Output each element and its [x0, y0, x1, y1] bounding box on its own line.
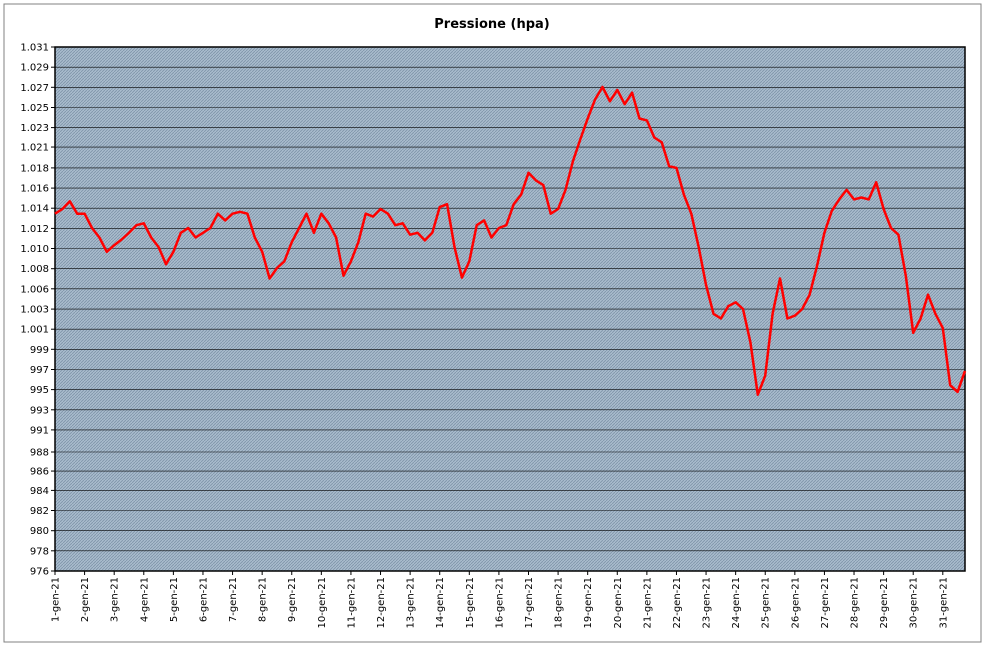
x-tick-label: 20-gen-21 [613, 577, 624, 629]
y-tick-label: 1.021 [20, 143, 49, 154]
y-tick-label: 1.023 [20, 123, 49, 134]
y-tick-label: 988 [30, 448, 49, 459]
x-tick-label: 21-gen-21 [642, 577, 653, 629]
x-tick-label: 12-gen-21 [376, 577, 387, 629]
x-tick-label: 4-gen-21 [139, 577, 150, 622]
y-tick-label: 984 [30, 486, 49, 497]
y-tick-label: 980 [30, 526, 49, 537]
x-tick-label: 31-gen-21 [938, 577, 949, 629]
y-tick-label: 1.025 [20, 103, 49, 114]
y-tick-label: 1.003 [20, 305, 49, 316]
x-tick-label: 23-gen-21 [702, 577, 713, 629]
plot-frame [54, 46, 966, 572]
x-tick-label: 10-gen-21 [317, 577, 328, 629]
x-tick-label: 22-gen-21 [672, 577, 683, 629]
x-tick-label: 24-gen-21 [731, 577, 742, 629]
x-tick-label: 29-gen-21 [879, 577, 890, 629]
y-tick-label: 1.012 [20, 224, 49, 235]
x-tick-label: 15-gen-21 [465, 577, 476, 629]
y-tick-label: 976 [30, 567, 49, 578]
y-tick-label: 978 [30, 546, 49, 557]
x-tick-label: 8-gen-21 [258, 577, 269, 622]
y-tick-label: 1.031 [20, 43, 49, 54]
x-tick-label: 19-gen-21 [583, 577, 594, 629]
x-tick-label: 25-gen-21 [761, 577, 772, 629]
x-tick-label: 30-gen-21 [909, 577, 920, 629]
x-tick-label: 14-gen-21 [435, 577, 446, 629]
y-tick-label: 1.014 [20, 204, 49, 215]
y-tick-label: 1.006 [20, 284, 49, 295]
data-line [54, 85, 967, 396]
y-tick-label: 1.029 [20, 63, 49, 74]
x-tick-label: 6-gen-21 [198, 577, 209, 622]
y-tick-label: 999 [30, 345, 49, 356]
x-tick-label: 9-gen-21 [287, 577, 298, 622]
x-tick-label: 7-gen-21 [228, 577, 239, 622]
y-tick-label: 1.027 [20, 83, 49, 94]
y-tick-label: 986 [30, 467, 49, 478]
y-tick-label: 995 [30, 385, 49, 396]
x-tick-label: 2-gen-21 [80, 577, 91, 622]
y-tick-label: 982 [30, 506, 49, 517]
x-tick-label: 17-gen-21 [524, 577, 535, 629]
y-tick-label: 991 [30, 425, 49, 436]
x-tick-label: 3-gen-21 [110, 577, 121, 622]
x-tick-label: 16-gen-21 [494, 577, 505, 629]
x-tick-label: 13-gen-21 [406, 577, 417, 629]
x-tick-label: 11-gen-21 [346, 577, 357, 629]
x-tick-label: 1-gen-21 [51, 577, 62, 622]
y-tick-label: 993 [30, 405, 49, 416]
y-tick-label: 1.001 [20, 325, 49, 336]
x-tick-label: 28-gen-21 [850, 577, 861, 629]
y-tick-label: 997 [30, 365, 49, 376]
chart-title: Pressione (hpa) [434, 17, 549, 32]
y-tick-label: 1.010 [20, 244, 49, 255]
x-tick-label: 18-gen-21 [554, 577, 565, 629]
y-tick-label: 1.008 [20, 264, 49, 275]
y-tick-label: 1.016 [20, 184, 49, 195]
x-tick-label: 5-gen-21 [169, 577, 180, 622]
x-tick-label: 26-gen-21 [790, 577, 801, 629]
x-tick-label: 27-gen-21 [820, 577, 831, 629]
y-tick-label: 1.018 [20, 163, 49, 174]
